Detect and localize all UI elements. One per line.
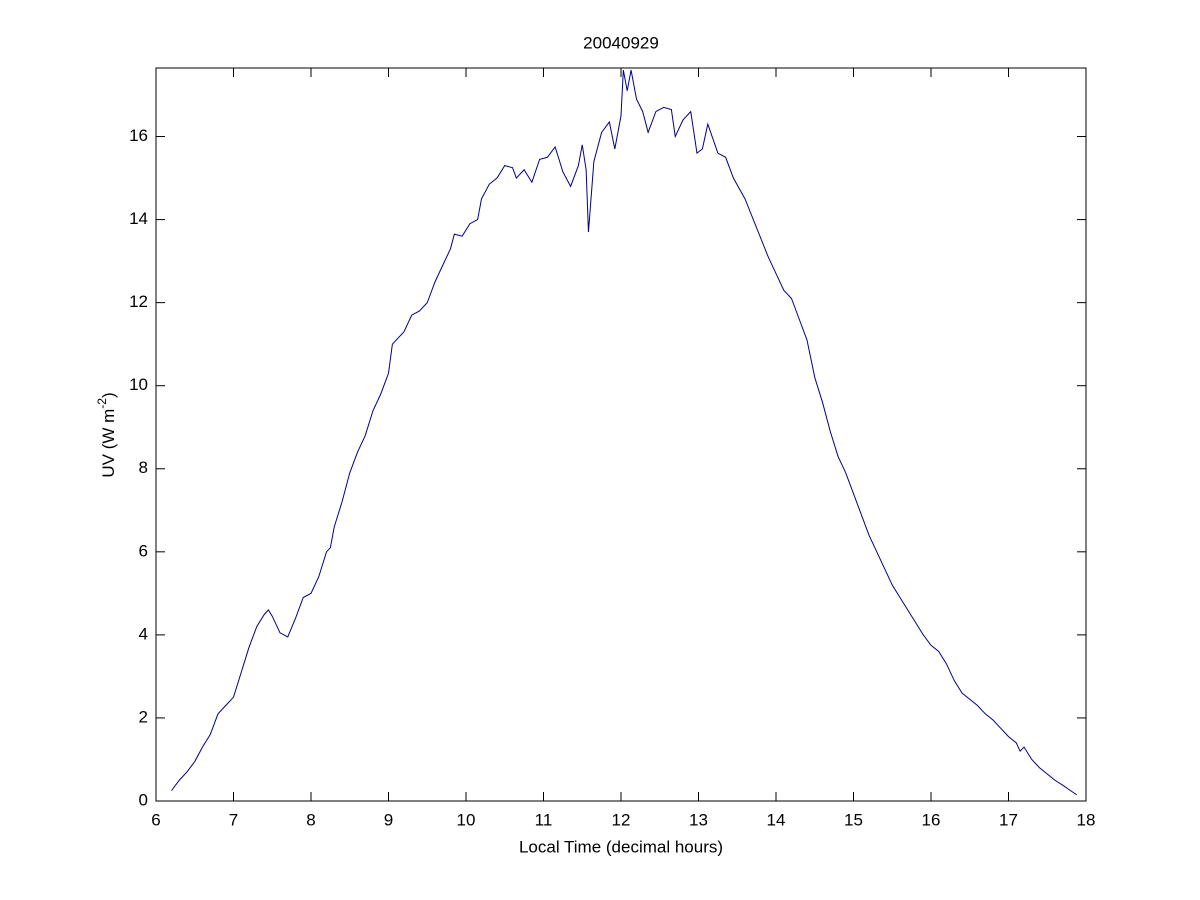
plot-area <box>155 67 1087 802</box>
x-tick-label: 11 <box>535 810 553 829</box>
y-tick-label: 10 <box>129 375 148 394</box>
x-tick-label: 8 <box>306 810 315 829</box>
y-tick-label: 16 <box>129 126 148 145</box>
x-tick-label: 14 <box>767 810 786 829</box>
y-tick-label: 14 <box>129 209 148 228</box>
x-tick-label: 15 <box>844 810 863 829</box>
y-axis-label: UV (W m-2) <box>95 392 118 477</box>
x-tick-label: 17 <box>999 810 1018 829</box>
x-tick-label: 6 <box>151 810 160 829</box>
x-tick-label: 12 <box>612 810 631 829</box>
x-tick-label: 18 <box>1077 810 1096 829</box>
y-tick-label: 6 <box>139 541 148 560</box>
y-tick-label: 4 <box>139 624 148 643</box>
y-axis-label-text: UV (W m <box>99 409 118 478</box>
x-tick-label: 16 <box>922 810 941 829</box>
x-tick-label: 10 <box>457 810 476 829</box>
y-axis-label-superscript: -2 <box>95 398 109 409</box>
x-tick-label: 7 <box>229 810 238 829</box>
x-tick-label: 13 <box>689 810 708 829</box>
y-tick-label: 0 <box>139 790 148 809</box>
data-line <box>171 69 1077 796</box>
x-axis-label: Local Time (decimal hours) <box>519 837 723 856</box>
x-tick-label: 9 <box>384 810 393 829</box>
chart-title: 20040929 <box>583 33 659 52</box>
y-tick-label: 12 <box>129 292 148 311</box>
y-axis-label-suffix: ) <box>99 392 118 398</box>
y-tick-label: 2 <box>139 707 148 726</box>
y-tick-label: 8 <box>139 458 148 477</box>
